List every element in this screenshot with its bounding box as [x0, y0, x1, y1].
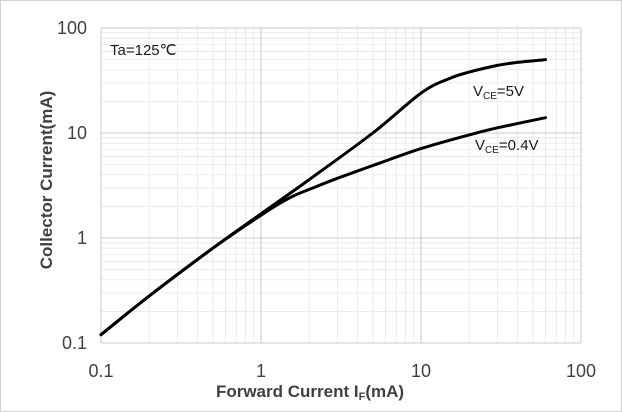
series-group — [99, 58, 547, 337]
series-label-vce-0-4v-main: V — [475, 137, 485, 154]
series-label-vce-0-4v-sub: CE — [485, 145, 499, 156]
series-label-vce-5v: VCE=5V — [473, 83, 524, 102]
y-tick-label: 100 — [57, 18, 87, 38]
x-axis-title-unit: (mA) — [365, 382, 404, 401]
series-label-vce-5v-rest: =5V — [497, 83, 524, 100]
x-tick-label: 0.1 — [88, 361, 113, 381]
x-axis-title-main: Forward Current I — [216, 382, 359, 401]
x-axis-title: Forward Current IF(mA) — [216, 382, 404, 403]
y-tick-label: 10 — [67, 123, 87, 143]
temperature-annotation: Ta=125℃ — [110, 42, 176, 59]
x-axis-title-sub: F — [359, 391, 366, 403]
series-label-vce-0-4v-rest: =0.4V — [499, 137, 539, 154]
x-tick-label: 1 — [256, 361, 266, 381]
x-tick-label: 10 — [411, 361, 431, 381]
series-label-vce-5v-sub: CE — [483, 91, 497, 102]
tick-labels: 0.1 1 10 100 0.1 1 10 100 — [57, 18, 596, 381]
y-axis-title: Collector Current(mA) — [37, 91, 56, 270]
y-tick-label: 1 — [77, 228, 87, 248]
series-label-vce-0-4v: VCE=0.4V — [475, 137, 539, 156]
y-tick-label: 0.1 — [62, 333, 87, 353]
series-line-vce-0-4v — [99, 116, 547, 337]
series-label-vce-5v-main: V — [473, 83, 483, 100]
x-tick-label: 100 — [566, 361, 596, 381]
grid — [100, 27, 582, 344]
